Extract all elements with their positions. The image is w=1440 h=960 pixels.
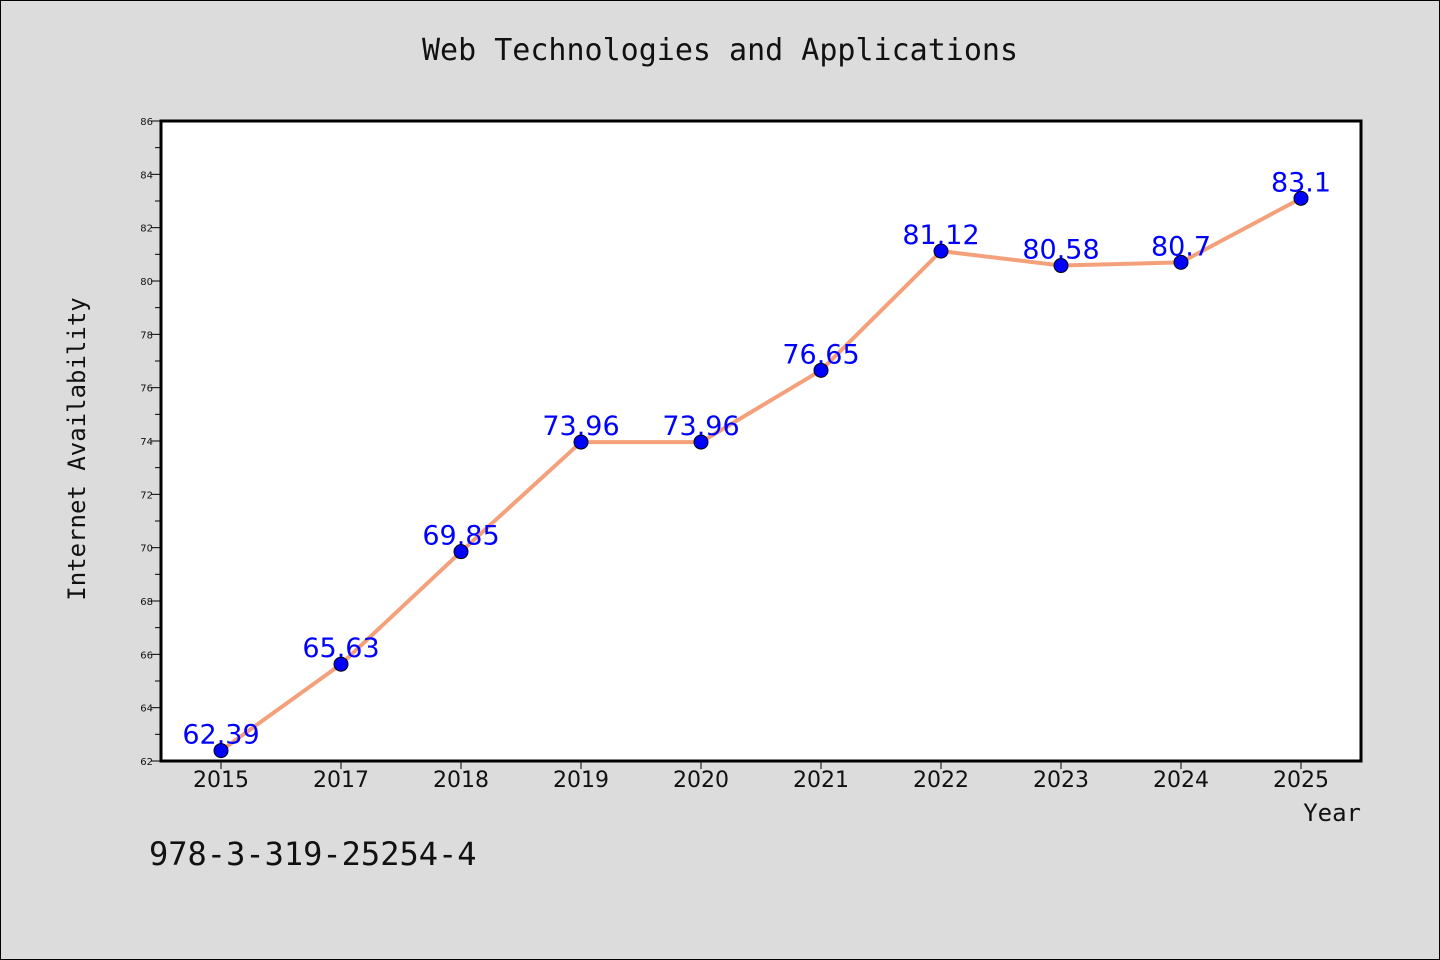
series-line	[219, 196, 1303, 753]
data-label: 80.58	[1022, 235, 1099, 266]
data-label: 83.1	[1271, 167, 1331, 198]
data-point	[1053, 258, 1069, 274]
data-point	[573, 434, 589, 450]
x-tick-label: 2018	[433, 768, 489, 793]
y-tick-label: 64	[140, 704, 153, 715]
y-tick-label: 78	[140, 330, 153, 341]
y-tick-label: 66	[140, 650, 153, 661]
x-tick-label: 2020	[673, 768, 729, 793]
x-tick-label: 2022	[913, 768, 969, 793]
y-tick-label: 86	[140, 117, 153, 128]
x-axis-label: Year	[1303, 799, 1361, 827]
x-tick-label: 2023	[1033, 768, 1089, 793]
x-tick-label: 2015	[193, 768, 249, 793]
isbn-text: 978-3-319-25254-4	[149, 835, 477, 873]
data-point	[333, 656, 349, 672]
y-tick-label: 84	[140, 170, 153, 181]
y-tick-label: 62	[140, 757, 153, 768]
x-tick-label: 2024	[1153, 768, 1209, 793]
y-tick-label: 82	[140, 224, 153, 235]
data-point	[213, 743, 229, 759]
x-tick-label: 2019	[553, 768, 609, 793]
x-tick-label: 2021	[793, 768, 849, 793]
data-point	[693, 434, 709, 450]
y-tick-label: 76	[140, 384, 153, 395]
y-tick-label: 68	[140, 597, 153, 608]
y-tick-label: 74	[140, 437, 153, 448]
y-tick-label: 70	[140, 544, 153, 555]
data-point	[933, 243, 949, 259]
data-point	[1173, 254, 1189, 270]
data-label: 65.63	[302, 633, 379, 664]
data-label: 81.12	[902, 220, 979, 251]
data-label: 76.65	[782, 339, 859, 370]
data-label: 62.39	[182, 720, 259, 751]
y-axis-label: Internet Availability	[63, 297, 91, 600]
data-label: 73.96	[662, 411, 739, 442]
data-point	[453, 544, 469, 560]
data-label: 80.7	[1151, 231, 1211, 262]
data-point	[813, 362, 829, 378]
data-point	[1293, 190, 1309, 206]
x-tick-label: 2025	[1273, 768, 1329, 793]
x-tick-label: 2017	[313, 768, 369, 793]
plot-area	[159, 119, 1363, 763]
y-tick-label: 80	[140, 277, 153, 288]
data-label: 69.85	[422, 521, 499, 552]
data-label: 73.96	[542, 411, 619, 442]
chart-title: Web Technologies and Applications	[421, 33, 1019, 68]
y-tick-label: 72	[140, 490, 153, 501]
